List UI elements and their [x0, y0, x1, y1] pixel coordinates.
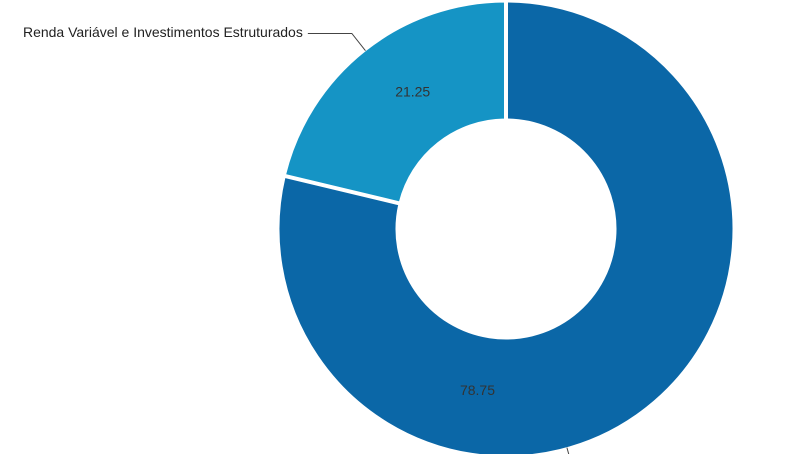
- leader-line-renda-fixa: [566, 447, 571, 459]
- slice-renda-fixa[interactable]: [278, 1, 734, 457]
- leader-line-renda-variavel-e-investimentos-estruturados: [307, 32, 366, 52]
- slices-group: [278, 1, 734, 457]
- data-label-renda-variavel-e-investimentos-estruturados: 21.25: [395, 84, 430, 100]
- category-label-renda-variavel-e-investimentos-estruturados: Renda Variável e Investimentos Estrutura…: [23, 24, 303, 40]
- data-label-renda-fixa: 78.75: [460, 382, 495, 398]
- slice-renda-variavel-e-investimentos-estruturados[interactable]: [285, 1, 505, 203]
